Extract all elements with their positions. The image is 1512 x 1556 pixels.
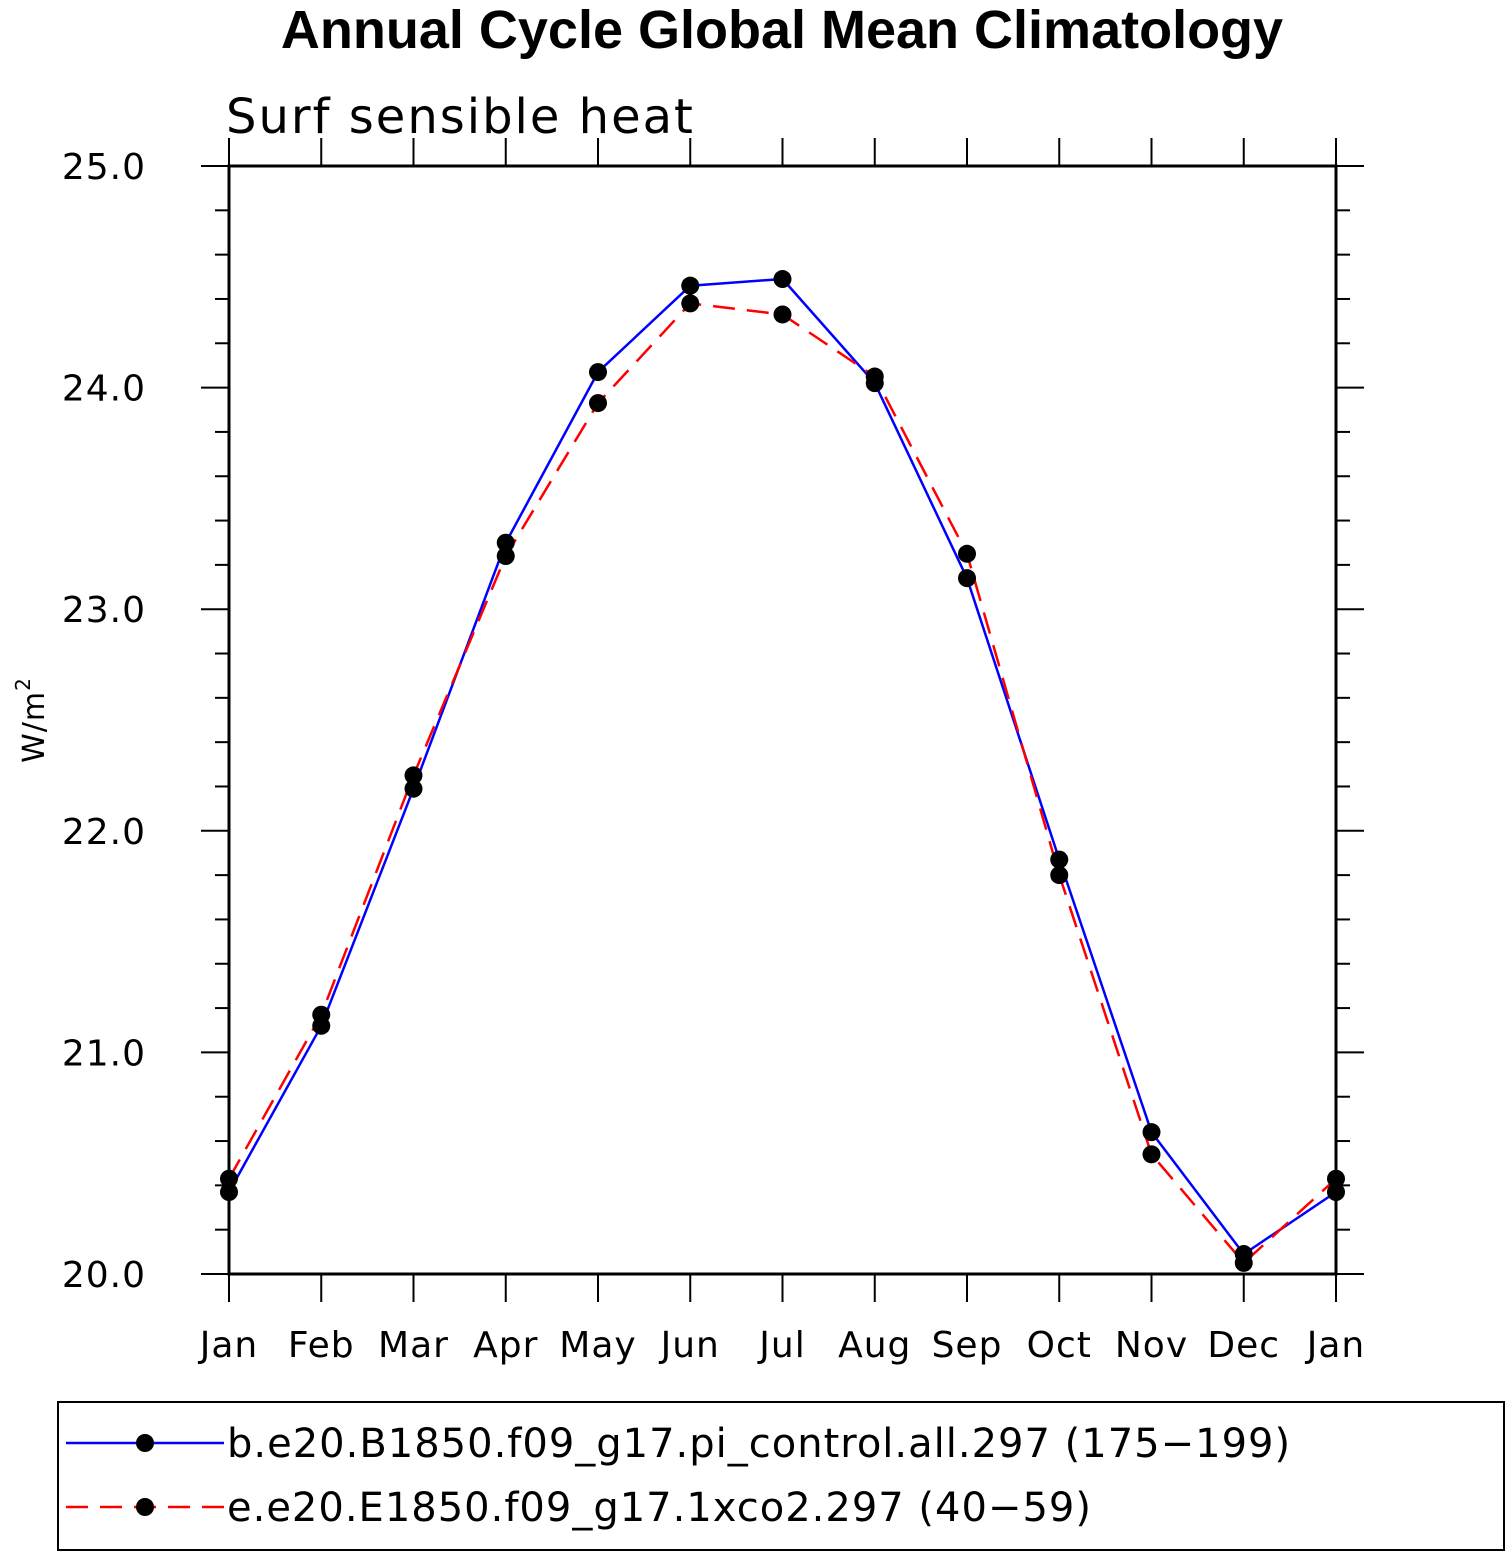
plot-frame	[227, 164, 1338, 1276]
x-tick-label: Jan	[198, 1325, 259, 1366]
series-2-point	[312, 1005, 331, 1024]
series-2-point	[958, 544, 976, 563]
x-tick-label: Aug	[838, 1325, 911, 1366]
series-2-point	[1234, 1253, 1253, 1272]
tick-labels: 20.0 21.0 22.0 23.0 24.0 25.0 Jan Feb Mar Apr May J…	[62, 147, 1366, 1366]
x-tick-label: Sep	[932, 1325, 1003, 1366]
y-tick-label: 23.0	[62, 590, 146, 631]
x-tick-label: Apr	[473, 1325, 538, 1366]
series-line-2	[227, 302, 1337, 1265]
series-2-point	[681, 294, 700, 313]
y-axis-label: W/m2	[11, 677, 52, 763]
chart-title: Annual Cycle Global Mean Climatology	[281, 0, 1283, 60]
series-1-point	[496, 533, 515, 552]
legend-marker-2	[136, 1498, 154, 1516]
svg-text:W/m2: W/m2	[11, 677, 52, 763]
series-1-point	[681, 276, 700, 295]
series-2-point	[589, 394, 607, 413]
series-2-point	[773, 305, 792, 324]
y-tick-label: 21.0	[62, 1033, 146, 1074]
legend-box	[57, 1401, 1505, 1551]
y-axis-label-text: W/m	[17, 691, 52, 763]
series-1-point	[773, 270, 792, 289]
series-line-1	[227, 277, 1337, 1256]
legend: b.e20.B1850.f09_g17.pi_control.all.297 (…	[57, 1401, 1505, 1551]
series-2-point	[1142, 1145, 1161, 1164]
x-tick-label: Dec	[1207, 1325, 1280, 1366]
x-tick-label: Oct	[1027, 1325, 1092, 1366]
y-tick-label: 20.0	[62, 1255, 146, 1296]
series-1-point	[1142, 1123, 1161, 1142]
series-1-point	[958, 569, 976, 588]
x-tick-label: Jul	[757, 1325, 805, 1366]
series-1-point	[589, 363, 607, 382]
series-layer	[220, 270, 1345, 1272]
legend-label-1: b.e20.B1850.f09_g17.pi_control.all.297 (…	[227, 1421, 1291, 1467]
x-tick-label: Mar	[378, 1325, 449, 1366]
series-2-point	[865, 367, 884, 386]
y-tick-label: 25.0	[62, 147, 146, 188]
y-axis-label-superscript: 2	[11, 677, 35, 691]
series-2-point	[404, 766, 423, 785]
legend-marker-1	[136, 1434, 154, 1452]
x-tick-label: Nov	[1115, 1325, 1188, 1366]
chart-subtitle: Surf sensible heat	[226, 89, 695, 145]
x-tick-label: May	[559, 1325, 636, 1366]
x-tick-label: Feb	[288, 1325, 355, 1366]
series-1-point	[1050, 850, 1069, 869]
series-2-point	[496, 547, 515, 566]
series-1-point	[404, 779, 423, 798]
x-tick-label: Jan	[1305, 1325, 1366, 1366]
legend-label-2: e.e20.E1850.f09_g17.1xco2.297 (40−59)	[227, 1485, 1092, 1531]
y-tick-label: 22.0	[62, 812, 146, 853]
y-tick-label: 24.0	[62, 369, 146, 410]
x-tick-label: Jun	[659, 1325, 720, 1366]
series-2-point	[1050, 866, 1069, 885]
